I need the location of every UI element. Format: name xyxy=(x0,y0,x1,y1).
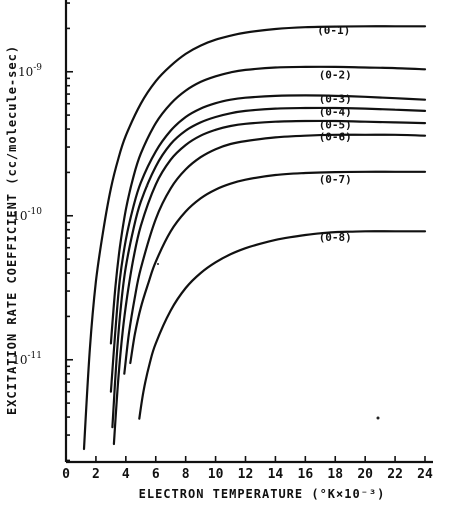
speck xyxy=(376,416,380,420)
series-line-3 xyxy=(109,94,427,393)
x-tick-label-22: 22 xyxy=(387,467,403,482)
x-tick-label-2: 2 xyxy=(92,467,100,482)
y-tick-layer: 10-9 10-10 10-11 xyxy=(12,2,73,462)
x-tick-label-24: 24 xyxy=(417,467,433,482)
y-axis-title: EXCITATION RATE COEFFICIENT (cc/molecule… xyxy=(5,45,19,415)
speck xyxy=(157,263,159,265)
scan-specks xyxy=(145,184,380,420)
x-tick-label-8: 8 xyxy=(182,467,190,482)
series-label-1: (0-1) xyxy=(317,24,350,37)
x-tick-label-20: 20 xyxy=(357,467,373,482)
series-label-5: (0-5) xyxy=(319,119,352,132)
x-tick-label-4: 4 xyxy=(122,467,130,482)
x-tick-label-6: 6 xyxy=(152,467,160,482)
series-label-7: (0-7) xyxy=(319,173,352,186)
series-line-7 xyxy=(129,170,427,365)
curve-layer xyxy=(82,25,427,451)
series-line-1 xyxy=(82,25,427,451)
y-tick-label: 10-10 xyxy=(12,207,42,223)
series-label-layer: (0-1) (0-2) (0-3)(0-4)(0-5)(0-6) (0-7) (0-8) xyxy=(317,24,352,244)
x-axis-title: ELECTRON TEMPERATURE (°K×10⁻³) xyxy=(139,487,386,501)
speck xyxy=(145,184,149,188)
series-label-6: (0-6) xyxy=(319,131,352,144)
series-line-6 xyxy=(123,133,427,375)
x-tick-label-14: 14 xyxy=(268,467,284,482)
x-tick-label-0: 0 xyxy=(62,467,70,482)
axes-layer xyxy=(64,0,433,464)
series-line-5 xyxy=(112,119,427,446)
y-tick-label: 10-9 xyxy=(18,63,42,79)
series-label-8: (0-8) xyxy=(319,231,352,244)
series-label-3: (0-3) xyxy=(319,93,352,106)
x-tick-label-12: 12 xyxy=(238,467,254,482)
series-line-4 xyxy=(111,106,427,429)
series-line-8 xyxy=(138,230,427,420)
x-tick-label-18: 18 xyxy=(327,467,343,482)
x-tick-layer: 0 2 4 6 8 10 12 14 16 18 20 22 24 xyxy=(62,456,433,482)
y-tick-label: 10-11 xyxy=(12,351,42,367)
series-label-2: (0-2) xyxy=(319,68,352,81)
x-tick-label-16: 16 xyxy=(298,467,314,482)
x-tick-label-10: 10 xyxy=(208,467,224,482)
series-label-4: (0-4) xyxy=(319,105,352,118)
series-line-2 xyxy=(109,65,427,345)
